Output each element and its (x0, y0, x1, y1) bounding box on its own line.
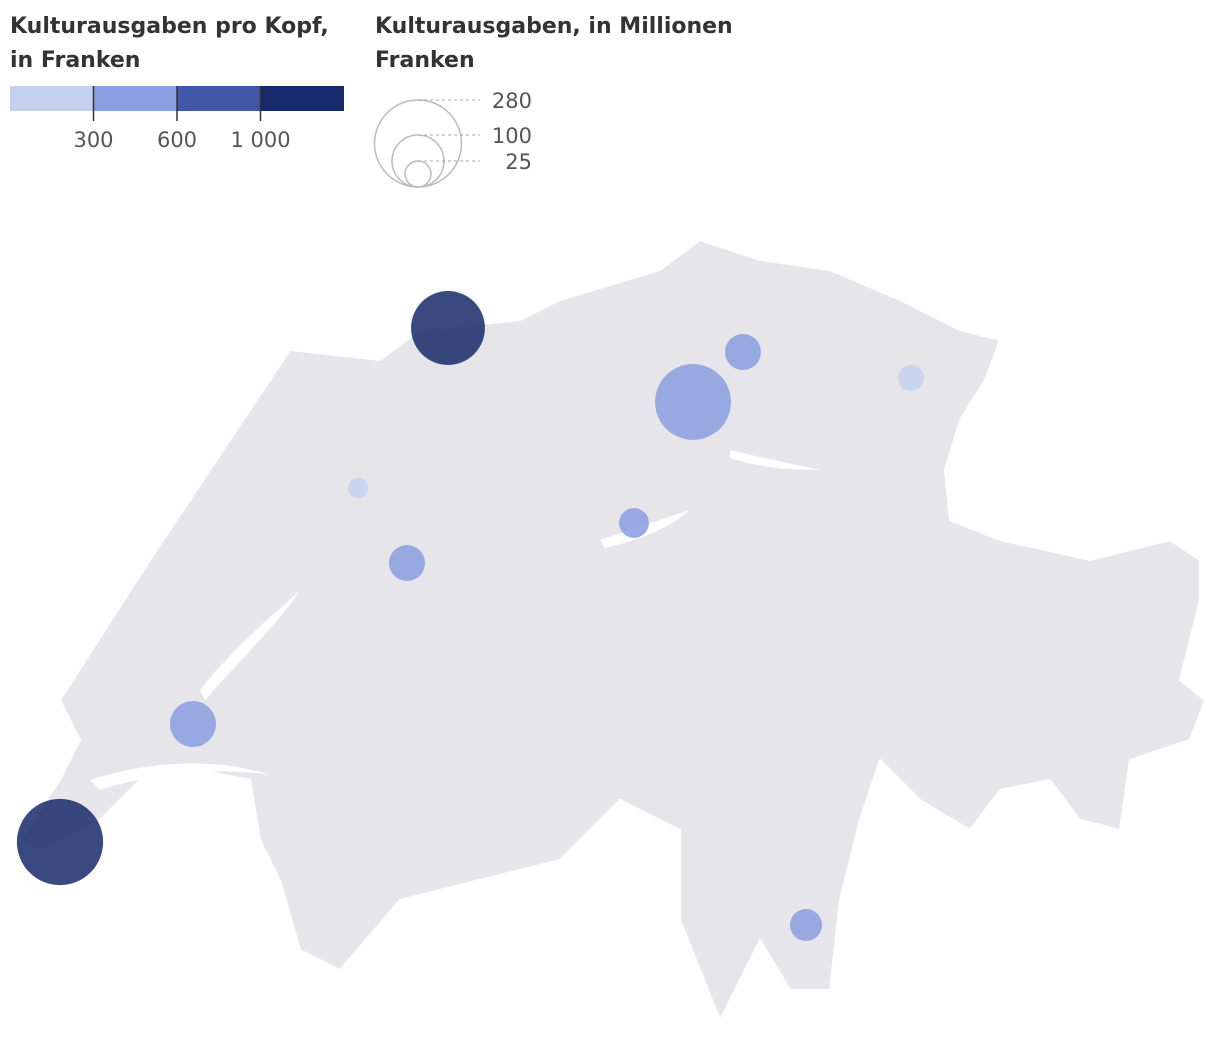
size-legend-label: 25 (505, 150, 532, 174)
lake (730, 450, 820, 470)
color-legend-bin (260, 86, 344, 111)
color-legend-title: Kulturausgaben pro Kopf, in Franken (10, 14, 329, 73)
size-legend-title: Kulturausgaben, in Millionen Franken (375, 14, 733, 73)
color-legend-bin (177, 86, 261, 111)
bubble (411, 291, 485, 365)
bubble (789, 908, 823, 942)
color-legend-bin (93, 86, 177, 111)
lake (90, 763, 270, 790)
color-legend-label: 600 (157, 128, 197, 152)
size-legend-label: 100 (492, 124, 532, 148)
bubble (655, 364, 731, 440)
size-legend-circle (373, 99, 463, 188)
bubble (170, 701, 216, 747)
size-legend-label: 280 (492, 89, 532, 113)
color-legend-label: 300 (73, 128, 113, 152)
lake (200, 590, 300, 700)
color-legend-label: 1 000 (230, 128, 290, 152)
color-legend-bin (10, 86, 94, 111)
bubble (16, 798, 104, 886)
switzerland-outline (18, 238, 1207, 1023)
bubble (347, 477, 369, 499)
bubble (388, 544, 426, 582)
size-legend-circle (404, 160, 432, 188)
bubble (724, 333, 762, 371)
bubble (619, 508, 649, 538)
bubble (898, 365, 924, 391)
